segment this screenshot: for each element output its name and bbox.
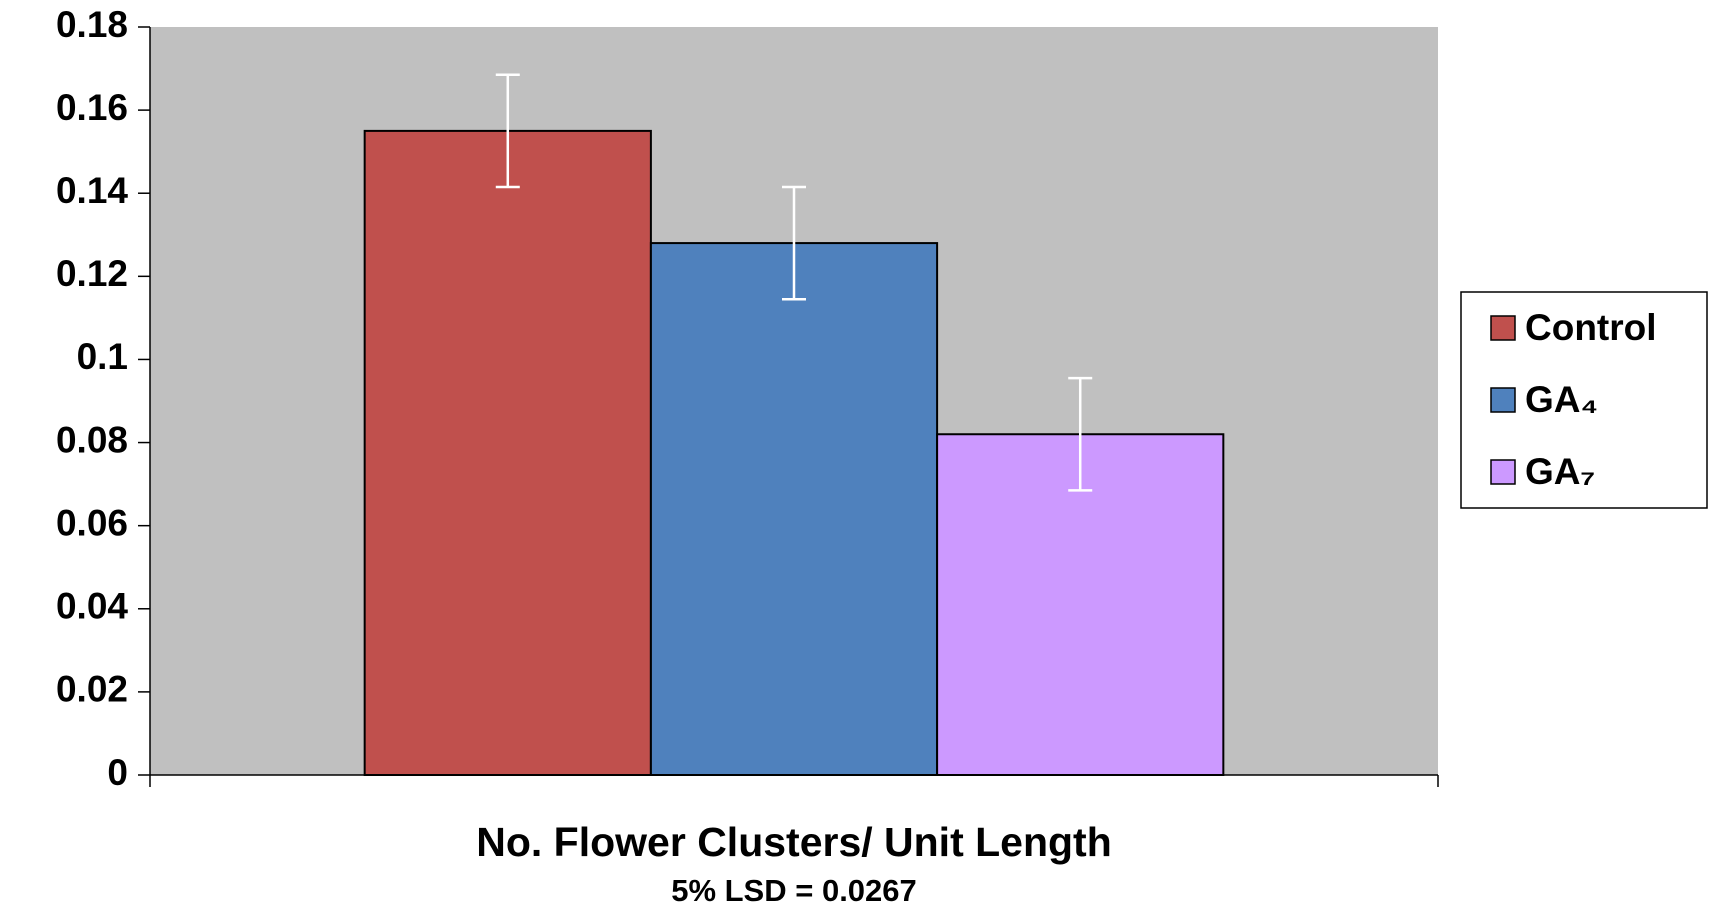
legend-swatch (1490, 315, 1516, 341)
error-bar (495, 73, 520, 189)
y-tick-label: 0.14 (56, 170, 128, 211)
error-bar (1068, 376, 1093, 492)
error-bar (782, 185, 806, 301)
x-axis-label: No. Flower Clusters/ Unit Length (476, 819, 1112, 865)
bar (649, 242, 939, 777)
y-tick-label: 0.12 (56, 253, 128, 294)
subtitle: 5% LSD = 0.0267 (671, 873, 917, 908)
y-tick-label: 0.16 (56, 87, 128, 128)
y-tick-label: 0.04 (56, 586, 128, 627)
legend-swatch (1490, 387, 1516, 413)
y-tick-label: 0.18 (56, 4, 128, 45)
y-tick-label: 0.06 (56, 502, 128, 543)
y-tick-label: 0.08 (56, 419, 128, 460)
legend-label: GA₇ (1525, 451, 1595, 492)
legend-swatch (1490, 459, 1516, 485)
legend-label: GA₄ (1525, 379, 1598, 420)
legend-label: Control (1525, 307, 1657, 348)
y-tick-label: 0.02 (56, 669, 128, 710)
y-tick-label: 0.1 (77, 336, 128, 377)
y-tick-label: 0 (107, 752, 128, 793)
bar (363, 129, 652, 776)
